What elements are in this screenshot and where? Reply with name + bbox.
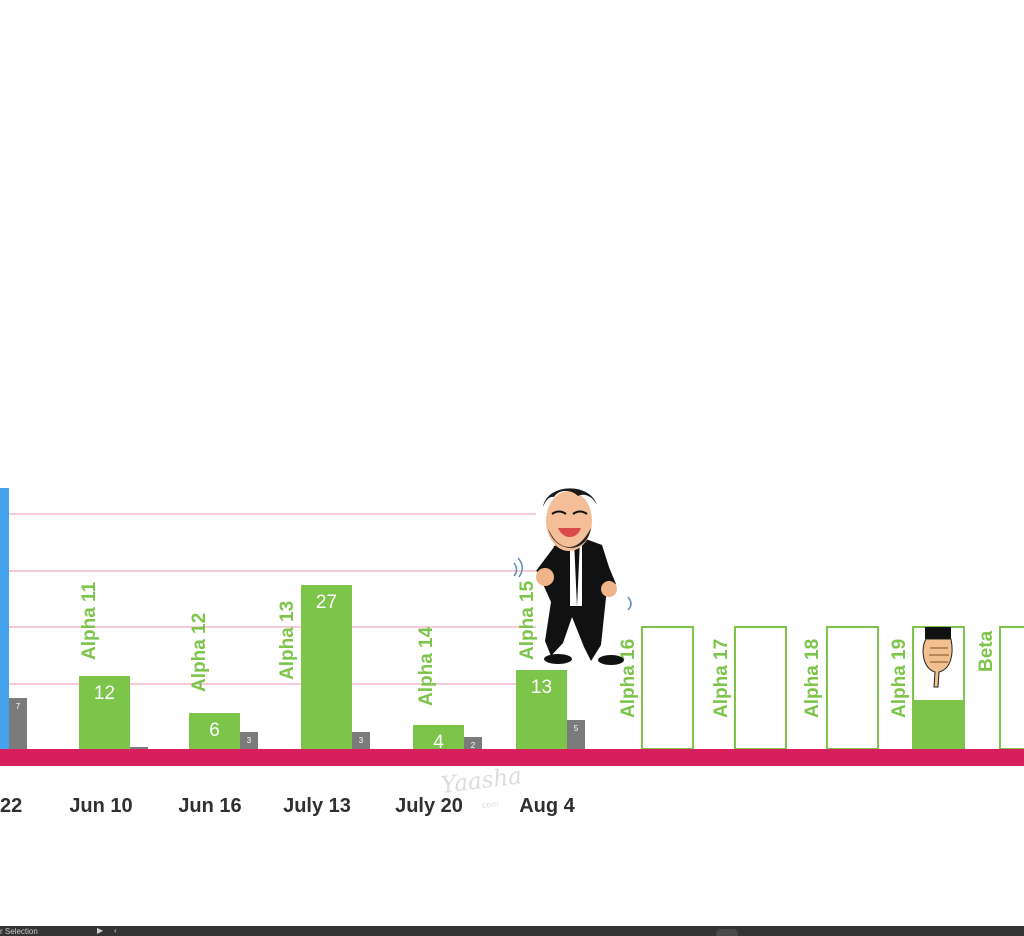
target-bar-outline-2 bbox=[734, 626, 787, 750]
play-icon[interactable]: ▶ bbox=[97, 926, 104, 935]
bar-secondary-5 bbox=[567, 720, 585, 749]
bar-value-label: 6 bbox=[209, 720, 220, 741]
bar-milestone-2 bbox=[189, 713, 240, 749]
milestone-label: Alpha 16 bbox=[618, 639, 639, 718]
bar-milestone-4 bbox=[413, 725, 464, 749]
bar-secondary-value: 5 bbox=[574, 724, 579, 733]
bitmoji-avatar bbox=[513, 488, 632, 665]
bar-secondary-4 bbox=[464, 737, 482, 749]
bar-secondary-value: 2 bbox=[471, 741, 476, 750]
date-label: July 20 bbox=[395, 795, 463, 817]
chevron-left-icon[interactable]: ‹ bbox=[114, 926, 117, 935]
status-selection-label: r Selection bbox=[0, 927, 38, 936]
bar-value-label: 27 bbox=[316, 592, 337, 613]
milestone-label: Beta bbox=[976, 630, 997, 672]
bar-secondary-1 bbox=[130, 747, 148, 749]
bar-milestone-5 bbox=[516, 670, 567, 749]
timeline-baseline bbox=[0, 749, 1024, 766]
bars-layer: 12 3 6 3 27 2 4 5 13 bbox=[79, 585, 585, 753]
date-label: Jun 16 bbox=[178, 795, 241, 817]
bar-previous-gray bbox=[9, 698, 27, 749]
bar-secondary-2 bbox=[240, 732, 258, 749]
alpha-19-progress-fill bbox=[913, 700, 964, 749]
milestone-label: Alpha 13 bbox=[277, 601, 298, 680]
bar-milestone-1 bbox=[79, 676, 130, 749]
bar-value-label: 12 bbox=[94, 683, 115, 704]
milestone-label: Alpha 12 bbox=[189, 613, 210, 692]
empty-target-bars bbox=[641, 626, 1024, 750]
bar-milestone-3 bbox=[301, 585, 352, 749]
pointing-hand-icon bbox=[922, 627, 953, 688]
date-partial: 22 bbox=[0, 795, 22, 817]
milestone-label: Alpha 15 bbox=[517, 580, 538, 660]
date-label: Jun 10 bbox=[69, 795, 132, 817]
milestone-label: Alpha 17 bbox=[711, 639, 732, 718]
target-bar-outline-1 bbox=[641, 626, 694, 750]
target-bar-outline-5 bbox=[999, 626, 1024, 750]
date-labels: Jun 10 Jun 16 July 13 July 20 Aug 4 bbox=[69, 795, 575, 817]
milestone-label: Alpha 19 bbox=[889, 639, 910, 718]
bar-secondary-value: 3 bbox=[247, 736, 252, 745]
date-label: Aug 4 bbox=[519, 795, 575, 817]
milestone-label: Alpha 14 bbox=[416, 626, 437, 706]
status-bar: r Selection ▶ ‹ bbox=[0, 926, 1024, 936]
date-label: July 13 bbox=[283, 795, 351, 817]
scrollbar-thumb[interactable] bbox=[716, 929, 738, 936]
bar-previous-gray-value: 7 bbox=[16, 702, 21, 711]
bar-previous-blue bbox=[0, 488, 9, 749]
bar-secondary-3 bbox=[352, 732, 370, 749]
watermark-main: Yaasha bbox=[440, 763, 524, 799]
bar-value-label: 4 bbox=[433, 732, 444, 753]
bar-secondary-value: 3 bbox=[359, 736, 364, 745]
target-bar-outline-3 bbox=[826, 626, 879, 750]
milestone-label: Alpha 11 bbox=[79, 581, 100, 660]
watermark-sub: com bbox=[481, 799, 499, 810]
bar-value-label: 13 bbox=[531, 677, 552, 698]
milestone-label: Alpha 18 bbox=[802, 639, 823, 718]
